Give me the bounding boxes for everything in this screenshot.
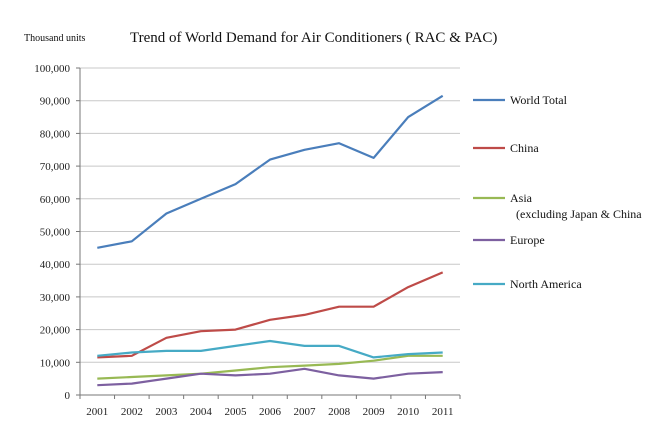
legend-label-world-total: World Total — [510, 93, 568, 107]
gridlines — [80, 67, 460, 363]
y-tick-label: 60,000 — [40, 194, 71, 206]
legend-label-asia: Asia — [510, 191, 533, 205]
x-tick-label: 2004 — [190, 406, 213, 418]
x-tick-label: 2002 — [121, 406, 143, 418]
x-tick-label: 2001 — [86, 406, 108, 418]
y-tick-label: 50,000 — [40, 227, 71, 239]
series-line-europe — [97, 367, 443, 387]
y-tick-label: 80,000 — [40, 128, 71, 140]
y-tick-labels: 0 10,000 20,000 30,000 40,000 50,000 60,000 70,… — [34, 63, 80, 402]
x-tick-label: 2003 — [155, 406, 178, 418]
x-tick-label: 2007 — [294, 406, 317, 418]
y-tick-label: 20,000 — [40, 325, 71, 337]
chart-title: Trend of World Demand for Air Conditione… — [130, 30, 497, 46]
y-tick-label: 90,000 — [40, 96, 71, 108]
y-tick-label: 30,000 — [40, 292, 71, 304]
series-line-north-america — [97, 339, 443, 359]
y-tick-label: 0 — [65, 390, 71, 402]
legend-label-china: China — [510, 141, 539, 155]
legend-label-europe: Europe — [510, 233, 545, 247]
x-tick-label: 2008 — [328, 406, 351, 418]
y-tick-label: 100,000 — [34, 63, 70, 75]
y-tick-label: 10,000 — [40, 357, 71, 369]
x-tick-label: 2005 — [224, 406, 247, 418]
series-line-world-total — [97, 94, 444, 249]
x-tick-label: 2006 — [259, 406, 282, 418]
x-tick-label: 2010 — [397, 406, 420, 418]
y-tick-label: 40,000 — [40, 259, 71, 271]
legend-label-north-america: North America — [510, 277, 582, 291]
legend: World Total China Asia (excluding Japan & C… — [473, 93, 642, 291]
series-line-china — [97, 271, 444, 359]
x-tick-labels: 2001 2002 2003 2004 2005 2006 2007 2008 2009 2010… — [79, 395, 461, 418]
x-tick-label: 2011 — [432, 406, 454, 418]
series-lines — [97, 94, 444, 387]
y-axis-unit-label: Thousand units — [24, 33, 85, 44]
y-tick-label: 70,000 — [40, 161, 71, 173]
series-line-asia — [97, 354, 443, 380]
x-tick-label: 2009 — [363, 406, 386, 418]
legend-label-asia-line2: (excluding Japan & China — [516, 207, 642, 221]
